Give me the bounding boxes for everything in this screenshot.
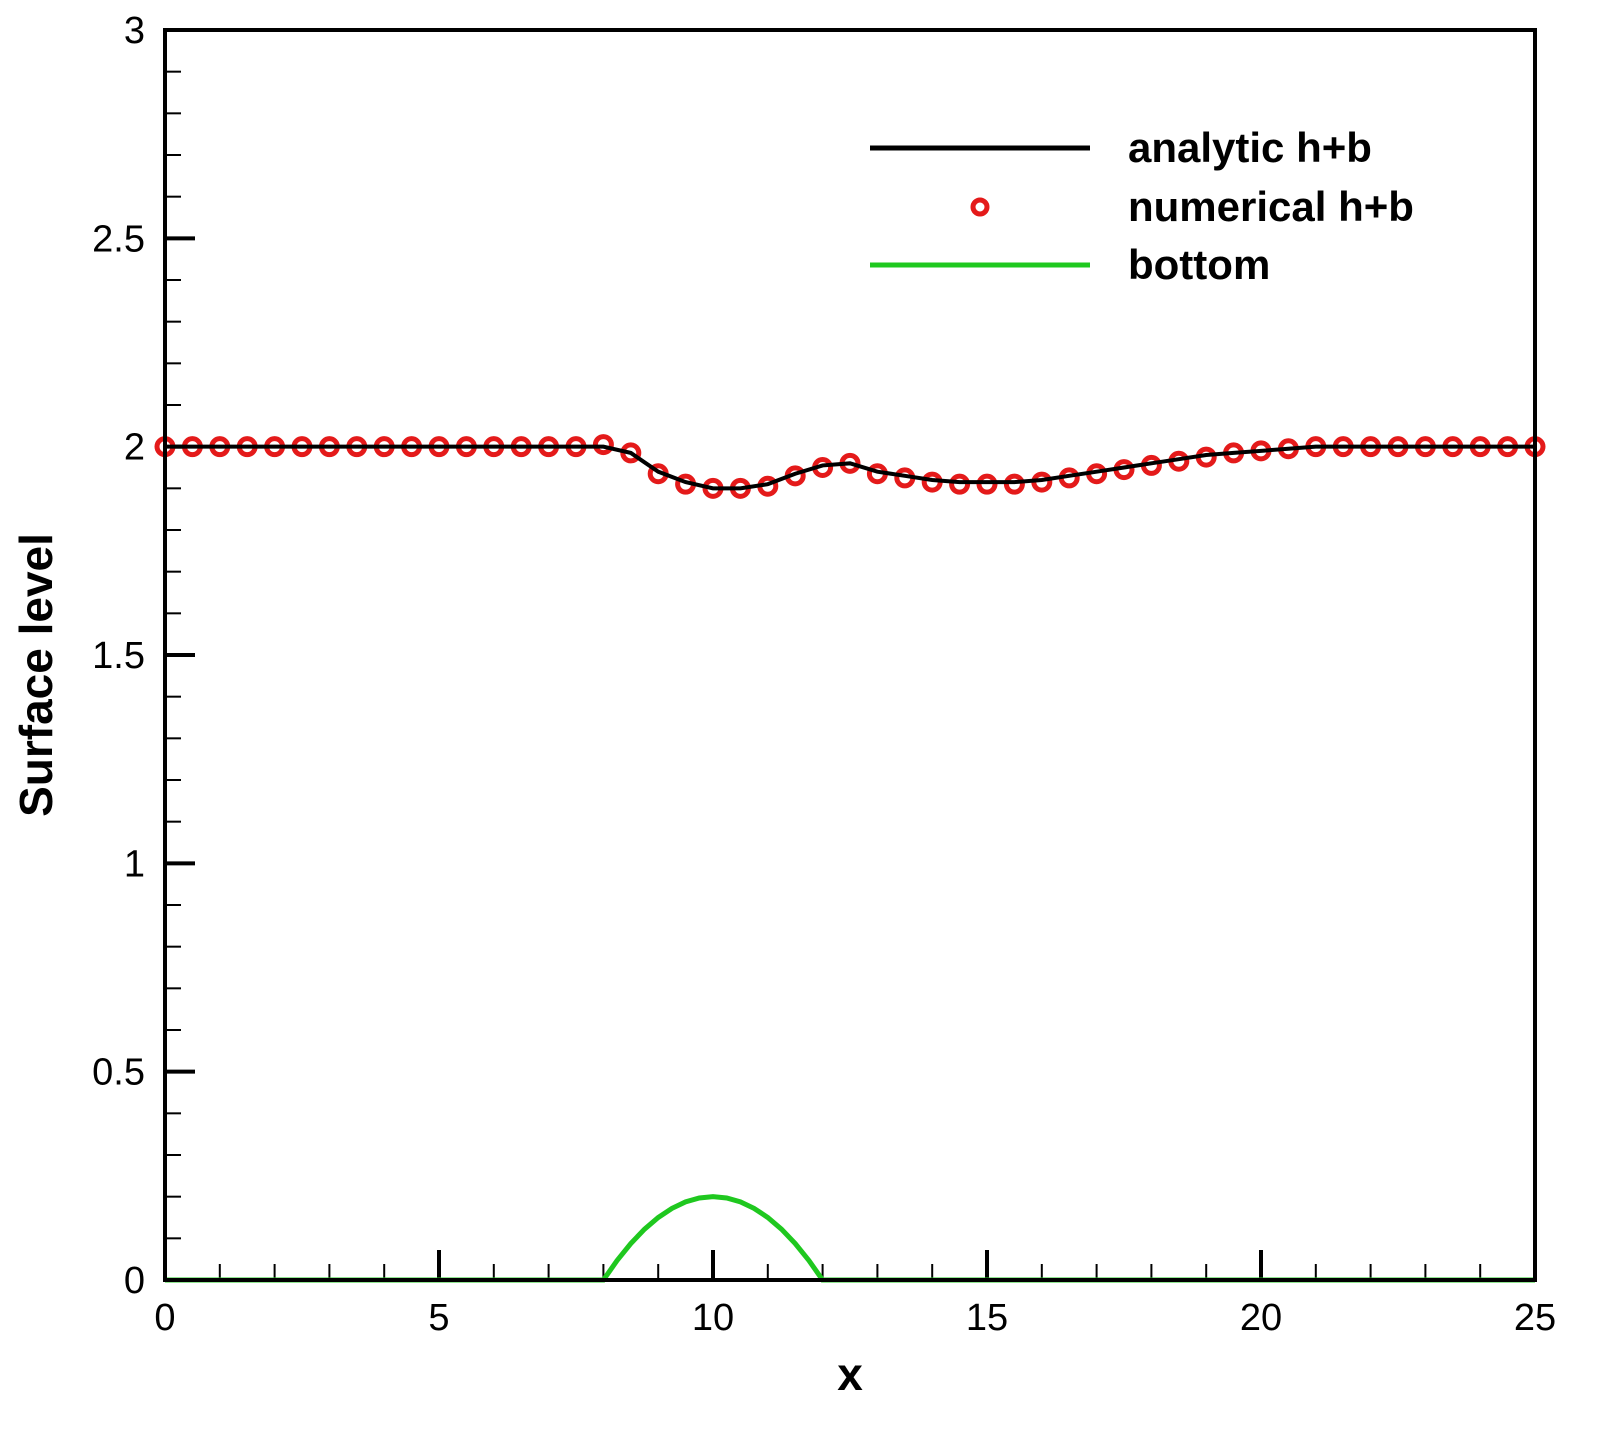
y-tick-label: 3 xyxy=(124,10,145,52)
plot-frame xyxy=(163,28,1537,1282)
numerical-point xyxy=(592,434,614,456)
numerical-point xyxy=(976,473,998,495)
y-tick-label: 1 xyxy=(124,843,145,885)
y-tick-label: 2 xyxy=(124,427,145,469)
legend: analytic h+b numerical h+b bottom xyxy=(870,124,1414,288)
legend-label-analytic: analytic h+b xyxy=(1128,124,1372,171)
y-tick-label: 0.5 xyxy=(92,1052,145,1094)
x-tick-label: 15 xyxy=(966,1297,1008,1339)
x-tick-label: 25 xyxy=(1514,1297,1556,1339)
x-tick-label: 10 xyxy=(692,1297,734,1339)
y-tick-label: 1.5 xyxy=(92,635,145,677)
x-tick-label: 5 xyxy=(428,1297,449,1339)
series-bottom-line xyxy=(165,1194,1535,1283)
numerical-point xyxy=(949,473,971,495)
series-analytic-line xyxy=(165,444,1535,491)
x-tick-label: 20 xyxy=(1240,1297,1282,1339)
y-tick-label: 0 xyxy=(124,1260,145,1302)
x-tick-label: 0 xyxy=(154,1297,175,1339)
tick-labels: 0 5 10 15 20 25 0 0.5 1 1.5 2 2.5 3 xyxy=(92,10,1556,1339)
legend-label-numerical: numerical h+b xyxy=(1128,183,1414,230)
x-axis-title: x xyxy=(837,1348,863,1400)
y-tick-label: 2.5 xyxy=(92,218,145,260)
y-axis-title: Surface level xyxy=(10,533,62,817)
legend-label-bottom: bottom xyxy=(1128,241,1270,288)
plot-series xyxy=(154,434,1546,1283)
legend-swatch-numerical xyxy=(970,197,990,217)
numerical-point xyxy=(1003,473,1025,495)
